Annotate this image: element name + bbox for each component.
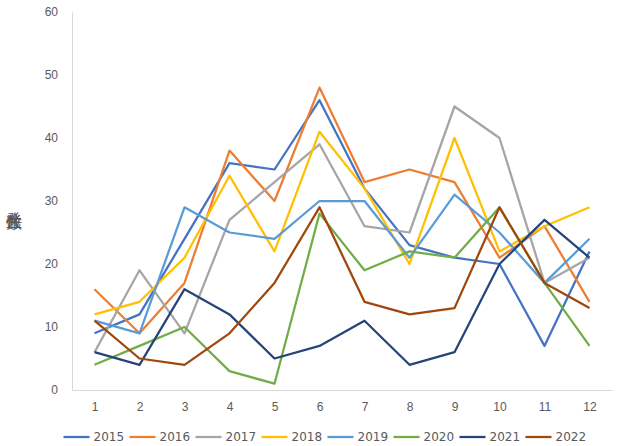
legend-label: 2021 bbox=[490, 430, 521, 444]
x-tick-label: 9 bbox=[452, 400, 459, 414]
legend-entry: 2015 bbox=[64, 430, 125, 444]
legend-key bbox=[196, 436, 222, 438]
x-tick-label: 1 bbox=[92, 400, 99, 414]
series-line bbox=[95, 88, 590, 334]
series-group bbox=[95, 88, 590, 384]
x-tick-label: 3 bbox=[182, 400, 189, 414]
legend-key bbox=[130, 436, 156, 438]
legend-label: 2017 bbox=[226, 430, 257, 444]
series-line bbox=[95, 195, 590, 334]
y-tick-label: 20 bbox=[45, 257, 59, 271]
x-tick: 1 bbox=[92, 390, 99, 414]
legend-key bbox=[460, 436, 486, 438]
x-tick: 10 bbox=[493, 390, 507, 414]
x-tick: 7 bbox=[362, 390, 369, 414]
y-axis-line bbox=[72, 13, 73, 391]
x-tick: 9 bbox=[452, 390, 459, 414]
x-tick-label: 8 bbox=[407, 400, 414, 414]
x-tick-label: 4 bbox=[227, 400, 234, 414]
legend-key bbox=[394, 436, 420, 438]
series-line bbox=[95, 207, 590, 364]
y-tick: 50 bbox=[45, 68, 72, 82]
plot: 0102030405060123456789101112 bbox=[45, 5, 613, 413]
x-tick: 3 bbox=[182, 390, 189, 414]
legend-entry: 2022 bbox=[526, 430, 587, 444]
x-tick: 2 bbox=[137, 390, 144, 414]
x-tick: 12 bbox=[583, 390, 597, 414]
y-tick-label: 0 bbox=[51, 383, 58, 397]
legend-label: 2020 bbox=[424, 430, 455, 444]
y-tick-label: 60 bbox=[45, 5, 59, 19]
x-tick-label: 12 bbox=[583, 400, 597, 414]
legend-entry: 2021 bbox=[460, 430, 521, 444]
y-tick: 20 bbox=[45, 257, 72, 271]
x-tick: 11 bbox=[539, 390, 552, 414]
legend: 2015 2016 2017 2018 2019 2020 2021 2022 bbox=[64, 430, 587, 444]
x-axis: 123456789101112 bbox=[73, 390, 613, 414]
y-axis: 0 10 20 30 40 50 60 bbox=[45, 5, 73, 397]
legend-key bbox=[526, 436, 552, 438]
x-tick-label: 7 bbox=[362, 400, 369, 414]
legend-key bbox=[64, 436, 90, 438]
y-tick: 60 bbox=[45, 5, 72, 19]
series-line bbox=[95, 220, 590, 365]
y-tick: 10 bbox=[45, 320, 72, 334]
x-tick-label: 5 bbox=[272, 400, 279, 414]
legend-label: 2022 bbox=[556, 430, 587, 444]
x-tick: 4 bbox=[227, 390, 234, 414]
y-tick-label: 30 bbox=[45, 194, 59, 208]
x-tick: 6 bbox=[317, 390, 324, 414]
legend-entry: 2018 bbox=[262, 430, 323, 444]
x-tick-label: 2 bbox=[137, 400, 144, 414]
y-tick: 30 bbox=[45, 194, 72, 208]
legend-entry: 2017 bbox=[196, 430, 257, 444]
legend-key bbox=[328, 436, 354, 438]
series-line bbox=[95, 132, 590, 315]
y-axis-title: 発生件数 bbox=[5, 199, 24, 231]
y-tick: 40 bbox=[45, 131, 72, 145]
x-tick-label: 6 bbox=[317, 400, 324, 414]
legend-key bbox=[262, 436, 288, 438]
x-tick: 5 bbox=[272, 390, 279, 414]
y-tick-label: 10 bbox=[45, 320, 59, 334]
y-tick: 0 bbox=[51, 383, 72, 397]
legend-entry: 2019 bbox=[328, 430, 389, 444]
x-axis-line bbox=[73, 390, 613, 391]
x-tick-label: 10 bbox=[493, 400, 507, 414]
series-line bbox=[95, 207, 590, 383]
x-tick: 8 bbox=[407, 390, 414, 414]
y-tick-label: 50 bbox=[45, 68, 59, 82]
legend-label: 2018 bbox=[292, 430, 323, 444]
legend-label: 2019 bbox=[358, 430, 389, 444]
legend-entry: 2020 bbox=[394, 430, 455, 444]
legend-label: 2016 bbox=[160, 430, 191, 444]
y-tick-label: 40 bbox=[45, 131, 59, 145]
legend-label: 2015 bbox=[94, 430, 125, 444]
legend-entry: 2016 bbox=[130, 430, 191, 444]
x-tick-label: 11 bbox=[539, 400, 552, 414]
chart: 0102030405060123456789101112発生件数20152016… bbox=[0, 0, 617, 446]
